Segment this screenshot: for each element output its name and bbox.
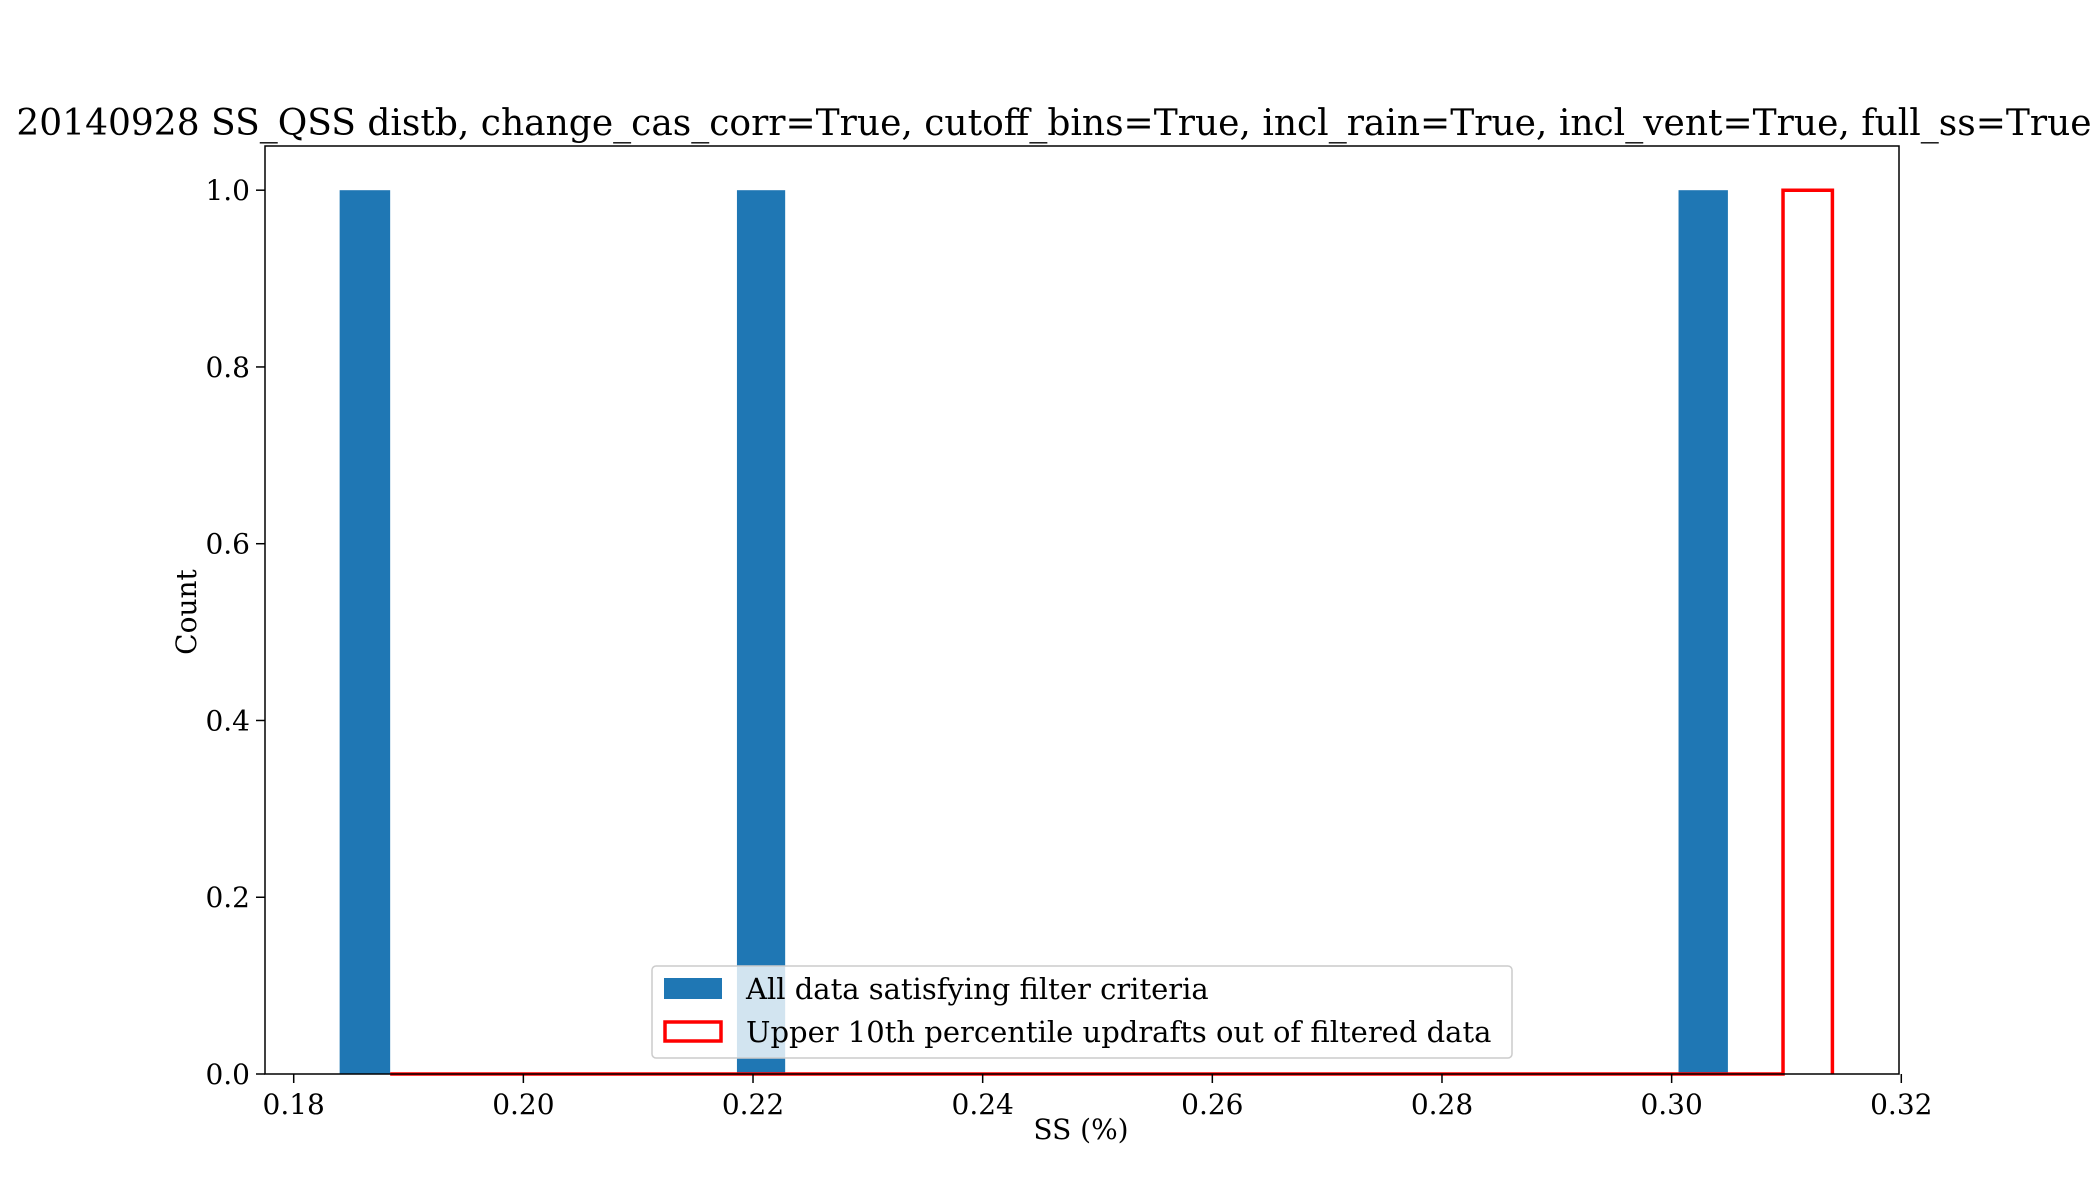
legend-swatch-upper-percentile [663, 1020, 723, 1043]
bars-layer [339, 190, 1728, 1074]
legend-box [651, 965, 1513, 1059]
x-tick-label-3: 0.24 [952, 1088, 1014, 1121]
bar-all-data-2 [1678, 190, 1728, 1074]
y-tick-label-4: 0.8 [205, 351, 250, 384]
y-tick-label-3: 0.6 [205, 528, 250, 561]
y-axis-ticks: 0.0 0.2 0.4 0.6 0.8 1.0 [205, 174, 265, 1091]
bar-all-data-1 [736, 190, 786, 1074]
y-tick-label-2: 0.4 [205, 704, 250, 737]
y-tick-label-5: 1.0 [205, 174, 250, 207]
legend: All data satisfying filter criteria Uppe… [651, 965, 1513, 1059]
outline-upper-percentile [390, 188, 1835, 1076]
y-tick-label-1: 0.2 [205, 881, 250, 914]
x-tick-label-0: 0.18 [263, 1088, 325, 1121]
x-tick-label-2: 0.22 [722, 1088, 784, 1121]
bar-all-data-0 [339, 190, 391, 1074]
x-tick-label-4: 0.26 [1181, 1088, 1243, 1121]
legend-label-upper-percentile: Upper 10th percentile updrafts out of fi… [746, 1015, 1491, 1049]
x-tick-label-7: 0.32 [1870, 1088, 1932, 1121]
x-axis-label: SS (%) [1033, 1113, 1128, 1146]
x-tick-label-1: 0.20 [492, 1088, 554, 1121]
legend-swatch-all-data [664, 978, 722, 999]
legend-label-all-data: All data satisfying filter criteria [745, 972, 1209, 1006]
y-axis-label: Count [170, 568, 203, 654]
x-tick-label-6: 0.30 [1640, 1088, 1702, 1121]
x-axis-ticks: 0.18 0.20 0.22 0.24 0.26 0.28 0.30 0.32 [263, 1074, 1932, 1121]
plot-area-frame [264, 145, 1900, 1075]
outline-layer [390, 188, 1835, 1076]
chart-title: 20140928 SS_QSS distb, change_cas_corr=T… [16, 103, 2091, 144]
y-tick-label-0: 0.0 [205, 1058, 250, 1091]
x-tick-label-5: 0.28 [1411, 1088, 1473, 1121]
